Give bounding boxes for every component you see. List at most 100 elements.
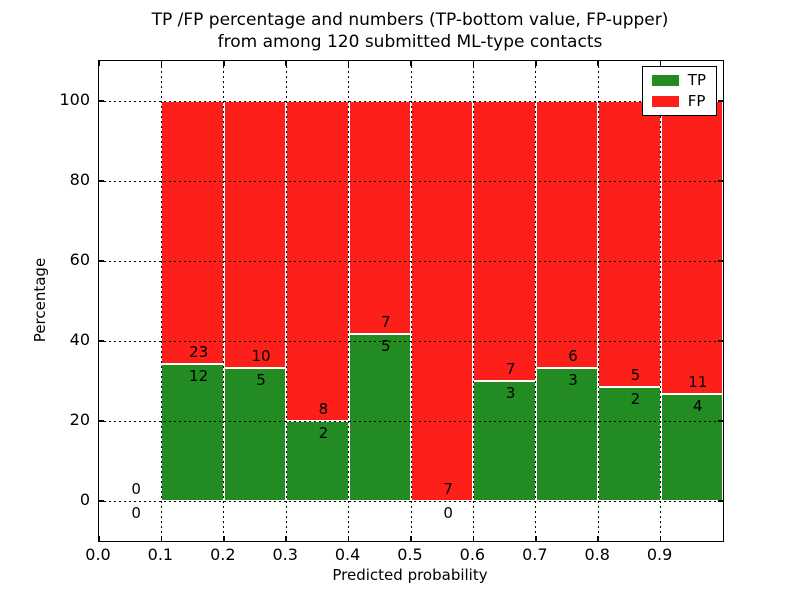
legend-item-tp: TP bbox=[651, 71, 706, 89]
x-tick-label: 0.9 bbox=[646, 545, 673, 564]
x-tick-mark bbox=[410, 61, 412, 66]
v-gridline bbox=[410, 61, 412, 541]
x-tick-label: 0.3 bbox=[272, 545, 298, 564]
count-label-fp: 7 bbox=[381, 313, 391, 332]
x-tick-mark bbox=[535, 536, 537, 541]
bar-tp-segment bbox=[161, 363, 224, 501]
count-label-fp: 0 bbox=[131, 480, 141, 498]
y-tick-mark bbox=[718, 340, 723, 342]
chart-title: TP /FP percentage and numbers (TP-bottom… bbox=[98, 9, 722, 53]
count-label-tp: 0 bbox=[131, 504, 141, 522]
v-gridline bbox=[160, 61, 162, 541]
count-labels-layer: 0 0 23 12 10 5 8 2 7 5 7 0 7 3 6 3 5 2 11 4 bbox=[99, 61, 723, 541]
x-tick-mark bbox=[98, 61, 100, 66]
bar-tp-segment bbox=[286, 421, 349, 501]
y-tick-label: 80 bbox=[69, 170, 90, 189]
bars-layer bbox=[99, 61, 723, 541]
x-tick-label: 0.0 bbox=[85, 545, 111, 564]
y-tick-mark bbox=[718, 260, 723, 262]
bar-fp-segment bbox=[348, 101, 411, 335]
chart-title-line2: from among 120 submitted ML-type contact… bbox=[217, 32, 603, 52]
x-tick-label: 0.1 bbox=[147, 545, 174, 564]
count-label-tp: 3 bbox=[568, 370, 578, 389]
x-tick-mark bbox=[347, 536, 350, 541]
count-label-fp: 23 bbox=[189, 342, 209, 361]
x-tick-label: 0.6 bbox=[459, 545, 486, 564]
legend-swatch-tp bbox=[651, 75, 679, 86]
x-tick-label: 0.2 bbox=[210, 545, 236, 564]
x-tick-mark bbox=[347, 61, 350, 66]
bar-tp-segment bbox=[535, 367, 599, 501]
v-gridline bbox=[597, 61, 599, 541]
count-label-tp: 4 bbox=[693, 397, 703, 416]
count-label-tp: 12 bbox=[189, 366, 209, 385]
y-tick-mark bbox=[718, 100, 723, 102]
bar-fp-segment bbox=[473, 101, 536, 381]
x-tick-mark bbox=[472, 536, 475, 541]
bar-tp-segment bbox=[598, 386, 661, 501]
y-tick-mark bbox=[99, 420, 104, 422]
x-tick-mark bbox=[160, 61, 163, 66]
count-label-tp: 5 bbox=[381, 337, 391, 356]
legend-label-tp: TP bbox=[687, 71, 706, 89]
bar-fp-segment bbox=[660, 101, 723, 395]
bar-fp-segment bbox=[535, 101, 599, 368]
x-tick-label: 0.5 bbox=[397, 545, 423, 564]
y-tick-mark bbox=[99, 340, 104, 342]
x-tick-mark bbox=[659, 536, 662, 541]
bar-fp-segment bbox=[411, 101, 474, 501]
count-label-fp: 6 bbox=[568, 346, 578, 365]
v-gridline bbox=[535, 61, 537, 541]
y-tick-mark bbox=[99, 260, 104, 262]
bar-tp-segment bbox=[473, 381, 536, 501]
y-tick-label: 0 bbox=[79, 490, 90, 509]
x-tick-mark bbox=[659, 61, 662, 66]
y-tick-label: 40 bbox=[69, 330, 90, 349]
y-tick-mark bbox=[718, 420, 723, 422]
v-gridline bbox=[472, 61, 474, 541]
count-label-fp: 10 bbox=[251, 346, 271, 365]
count-label-tp: 3 bbox=[505, 384, 516, 402]
x-tick-mark bbox=[597, 536, 599, 541]
legend-swatch-fp bbox=[651, 96, 679, 107]
plot-area: 0 0 23 12 10 5 8 2 7 5 7 0 7 3 6 3 5 2 11 4 TP FP bbox=[98, 60, 724, 542]
bar-tp-segment bbox=[660, 394, 723, 501]
x-tick-label: 0.8 bbox=[584, 545, 610, 564]
count-label-tp: 2 bbox=[630, 389, 641, 408]
y-tick-label: 60 bbox=[69, 250, 90, 269]
x-tick-label: 0.4 bbox=[334, 545, 361, 564]
count-label-fp: 7 bbox=[443, 480, 453, 498]
count-label-tp: 0 bbox=[443, 504, 453, 522]
x-tick-mark bbox=[472, 61, 475, 66]
x-tick-mark bbox=[160, 536, 163, 541]
bar-tp-segment bbox=[348, 334, 411, 501]
x-tick-mark bbox=[410, 536, 412, 541]
legend-item-fp: FP bbox=[651, 94, 706, 109]
grid-layer bbox=[99, 61, 723, 541]
y-tick-label: 100 bbox=[59, 90, 90, 109]
y-tick-mark bbox=[99, 500, 104, 502]
x-tick-mark bbox=[597, 61, 599, 66]
x-tick-mark bbox=[223, 61, 225, 66]
v-gridline bbox=[285, 61, 287, 541]
count-label-tp: 2 bbox=[318, 424, 329, 442]
bar-tp-segment bbox=[223, 367, 287, 501]
ticks-layer bbox=[98, 61, 723, 541]
y-tick-label: 20 bbox=[69, 410, 90, 429]
x-tick-mark bbox=[285, 536, 287, 541]
count-label-fp: 11 bbox=[688, 373, 708, 392]
count-label-fp: 5 bbox=[630, 365, 641, 384]
y-tick-mark bbox=[718, 180, 723, 182]
x-tick-mark bbox=[98, 536, 100, 541]
x-tick-mark bbox=[285, 61, 287, 66]
y-tick-mark bbox=[99, 100, 104, 102]
chart-title-line1: TP /FP percentage and numbers (TP-bottom… bbox=[151, 10, 669, 30]
count-label-fp: 7 bbox=[505, 360, 516, 378]
v-gridline bbox=[223, 61, 225, 541]
x-axis-label: Predicted probability bbox=[332, 566, 488, 584]
y-tick-mark bbox=[99, 180, 104, 182]
count-label-fp: 8 bbox=[318, 400, 329, 418]
legend: TP FP bbox=[641, 66, 717, 116]
x-tick-label: 0.7 bbox=[522, 545, 548, 564]
